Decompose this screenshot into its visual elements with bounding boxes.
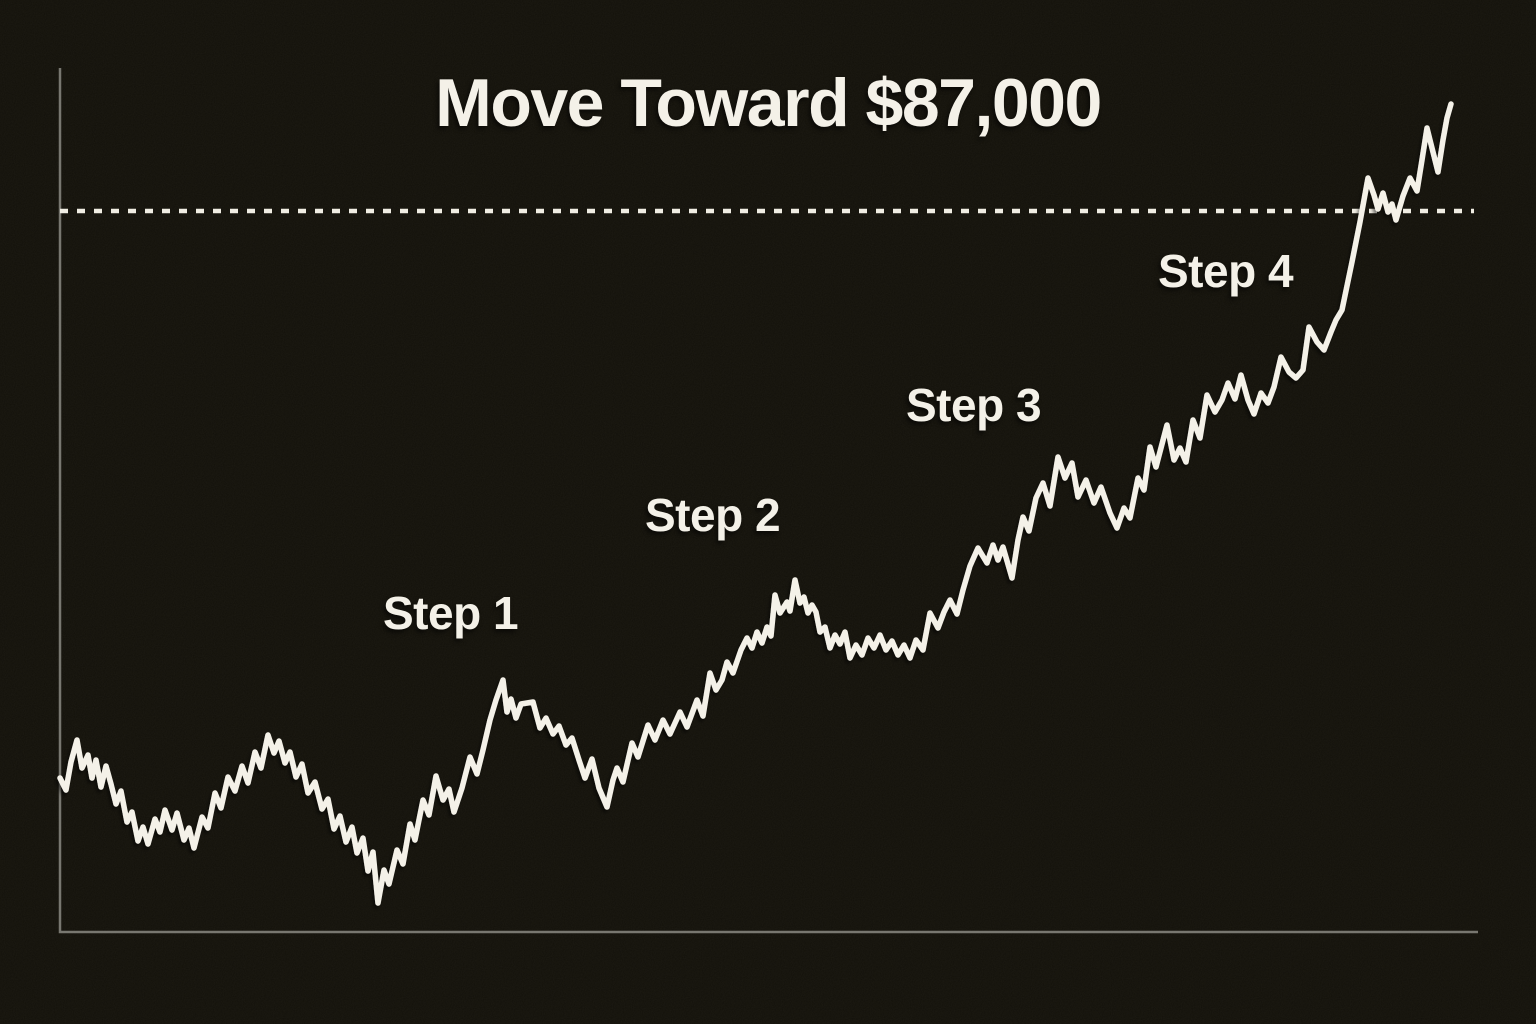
annotation-step-3: Step 3 xyxy=(906,379,1042,431)
annotation-step-4: Step 4 xyxy=(1158,245,1294,297)
annotation-step-1: Step 1 xyxy=(383,587,519,639)
annotation-step-2: Step 2 xyxy=(645,489,781,541)
axis-lines xyxy=(58,68,1478,934)
chart-title: Move Toward $87,000 xyxy=(435,65,1102,141)
price-line-series xyxy=(57,101,1454,906)
